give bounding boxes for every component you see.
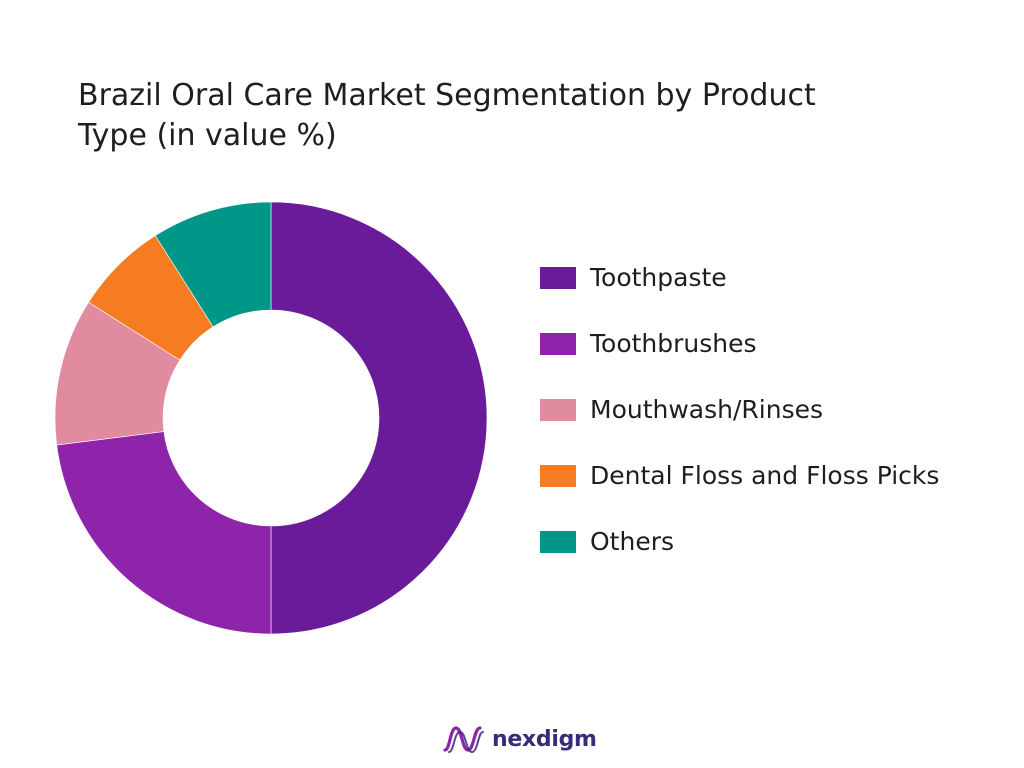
donut-slice-toothpaste — [270, 201, 488, 635]
brand-name: nexdigm — [492, 726, 597, 752]
legend-item-toothbrushes: Toothbrushes — [540, 324, 939, 390]
legend-item-dental-floss: Dental Floss and Floss Picks — [540, 456, 939, 522]
nexdigm-wave-icon — [443, 726, 484, 754]
legend-swatch-toothpaste — [540, 267, 576, 289]
legend-item-others: Others — [540, 522, 939, 588]
legend-label-others: Others — [590, 527, 675, 556]
legend-swatch-mouthwash — [540, 399, 576, 421]
donut-slice-others — [154, 201, 272, 328]
legend-label-dental-floss: Dental Floss and Floss Picks — [590, 461, 940, 490]
legend-item-mouthwash: Mouthwash/Rinses — [540, 390, 939, 456]
chart-title-line-2: Type (in value %) — [78, 118, 337, 153]
legend-swatch-toothbrushes — [540, 333, 576, 355]
donut-slice-toothbrushes — [56, 431, 272, 635]
legend-swatch-dental-floss — [540, 465, 576, 487]
legend-label-mouthwash: Mouthwash/Rinses — [590, 395, 824, 424]
chart-title: Brazil Oral Care Market Segmentation by … — [78, 76, 938, 156]
legend: Toothpaste Toothbrushes Mouthwash/Rinses… — [540, 258, 939, 588]
legend-swatch-others — [540, 531, 576, 553]
legend-label-toothpaste: Toothpaste — [590, 263, 727, 292]
legend-item-toothpaste: Toothpaste — [540, 258, 939, 324]
legend-label-toothbrushes: Toothbrushes — [590, 329, 757, 358]
brand-logo: nexdigm — [442, 722, 597, 756]
chart-title-line-1: Brazil Oral Care Market Segmentation by … — [78, 78, 816, 113]
